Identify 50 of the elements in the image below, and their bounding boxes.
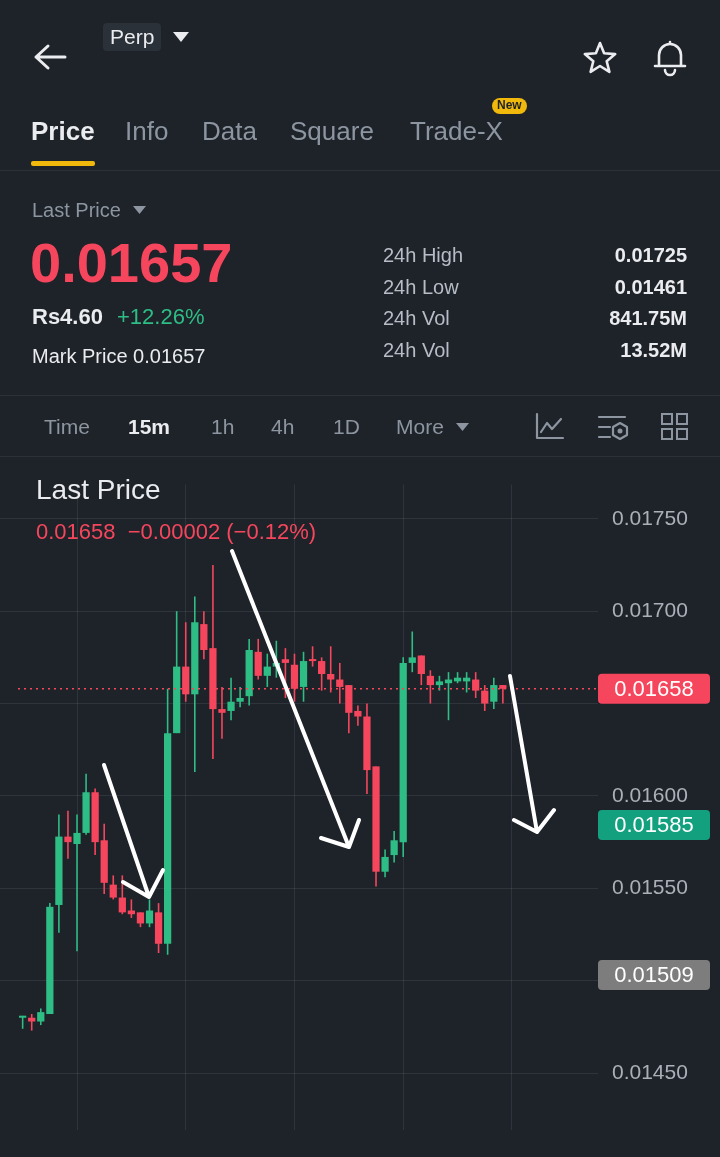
text: More xyxy=(396,414,444,440)
candlestick xyxy=(390,830,398,864)
text: 0.01725 xyxy=(614,243,687,267)
y-tick-label: 0.01550 xyxy=(612,875,688,899)
text: Square xyxy=(290,116,374,147)
text: New xyxy=(492,98,527,114)
text: Perp xyxy=(103,22,162,52)
candlestick xyxy=(263,652,271,688)
text: 841.75M xyxy=(609,306,687,330)
text: 24h Vol xyxy=(383,338,450,362)
ref-line-label: 0.01658 xyxy=(614,675,694,701)
candlestick xyxy=(109,874,117,901)
text: Data xyxy=(202,116,257,147)
text: 24h Low xyxy=(383,275,459,299)
chart-title: Last Price xyxy=(36,473,161,507)
candlestick xyxy=(308,645,317,668)
text: 0.01461 xyxy=(614,275,687,299)
candlestick xyxy=(417,654,425,686)
text: 1h xyxy=(211,414,235,440)
candlestick xyxy=(64,809,72,860)
candlestick xyxy=(408,630,416,673)
text: 1D xyxy=(333,414,360,440)
text: 0.01585 xyxy=(598,810,710,840)
text: 0.01509 xyxy=(598,960,710,990)
text: 24h Vol xyxy=(383,306,450,330)
text: Rs4.60 xyxy=(32,304,103,330)
text: Mark Price 0.01657 xyxy=(32,344,206,368)
y-tick-label: 0.01450 xyxy=(612,1059,688,1083)
text: Trade-X xyxy=(410,116,503,147)
text: 24h High xyxy=(383,243,464,267)
text: Price xyxy=(31,116,95,147)
text: 0.01658 −0.00002 (−0.12%) xyxy=(36,519,317,545)
text: Info xyxy=(125,116,169,147)
text: 13.52M xyxy=(620,338,687,362)
text: +12.26% xyxy=(117,304,205,330)
candlestick xyxy=(236,686,244,709)
candlestick xyxy=(381,848,389,879)
y-tick-label: 0.01600 xyxy=(612,782,688,806)
text: 15m xyxy=(128,414,171,440)
candlestick xyxy=(354,704,362,727)
y-tick-label: 0.01750 xyxy=(612,505,688,529)
y-tick-label: 0.01700 xyxy=(612,597,688,621)
candlestick xyxy=(118,874,126,916)
text: 0.01657 xyxy=(30,230,233,296)
text: 4h xyxy=(271,414,295,440)
text: Last Price xyxy=(32,198,121,222)
candlestick xyxy=(73,813,81,952)
candlestick xyxy=(490,676,498,710)
candlestick xyxy=(227,676,235,721)
text: Time xyxy=(44,414,90,440)
